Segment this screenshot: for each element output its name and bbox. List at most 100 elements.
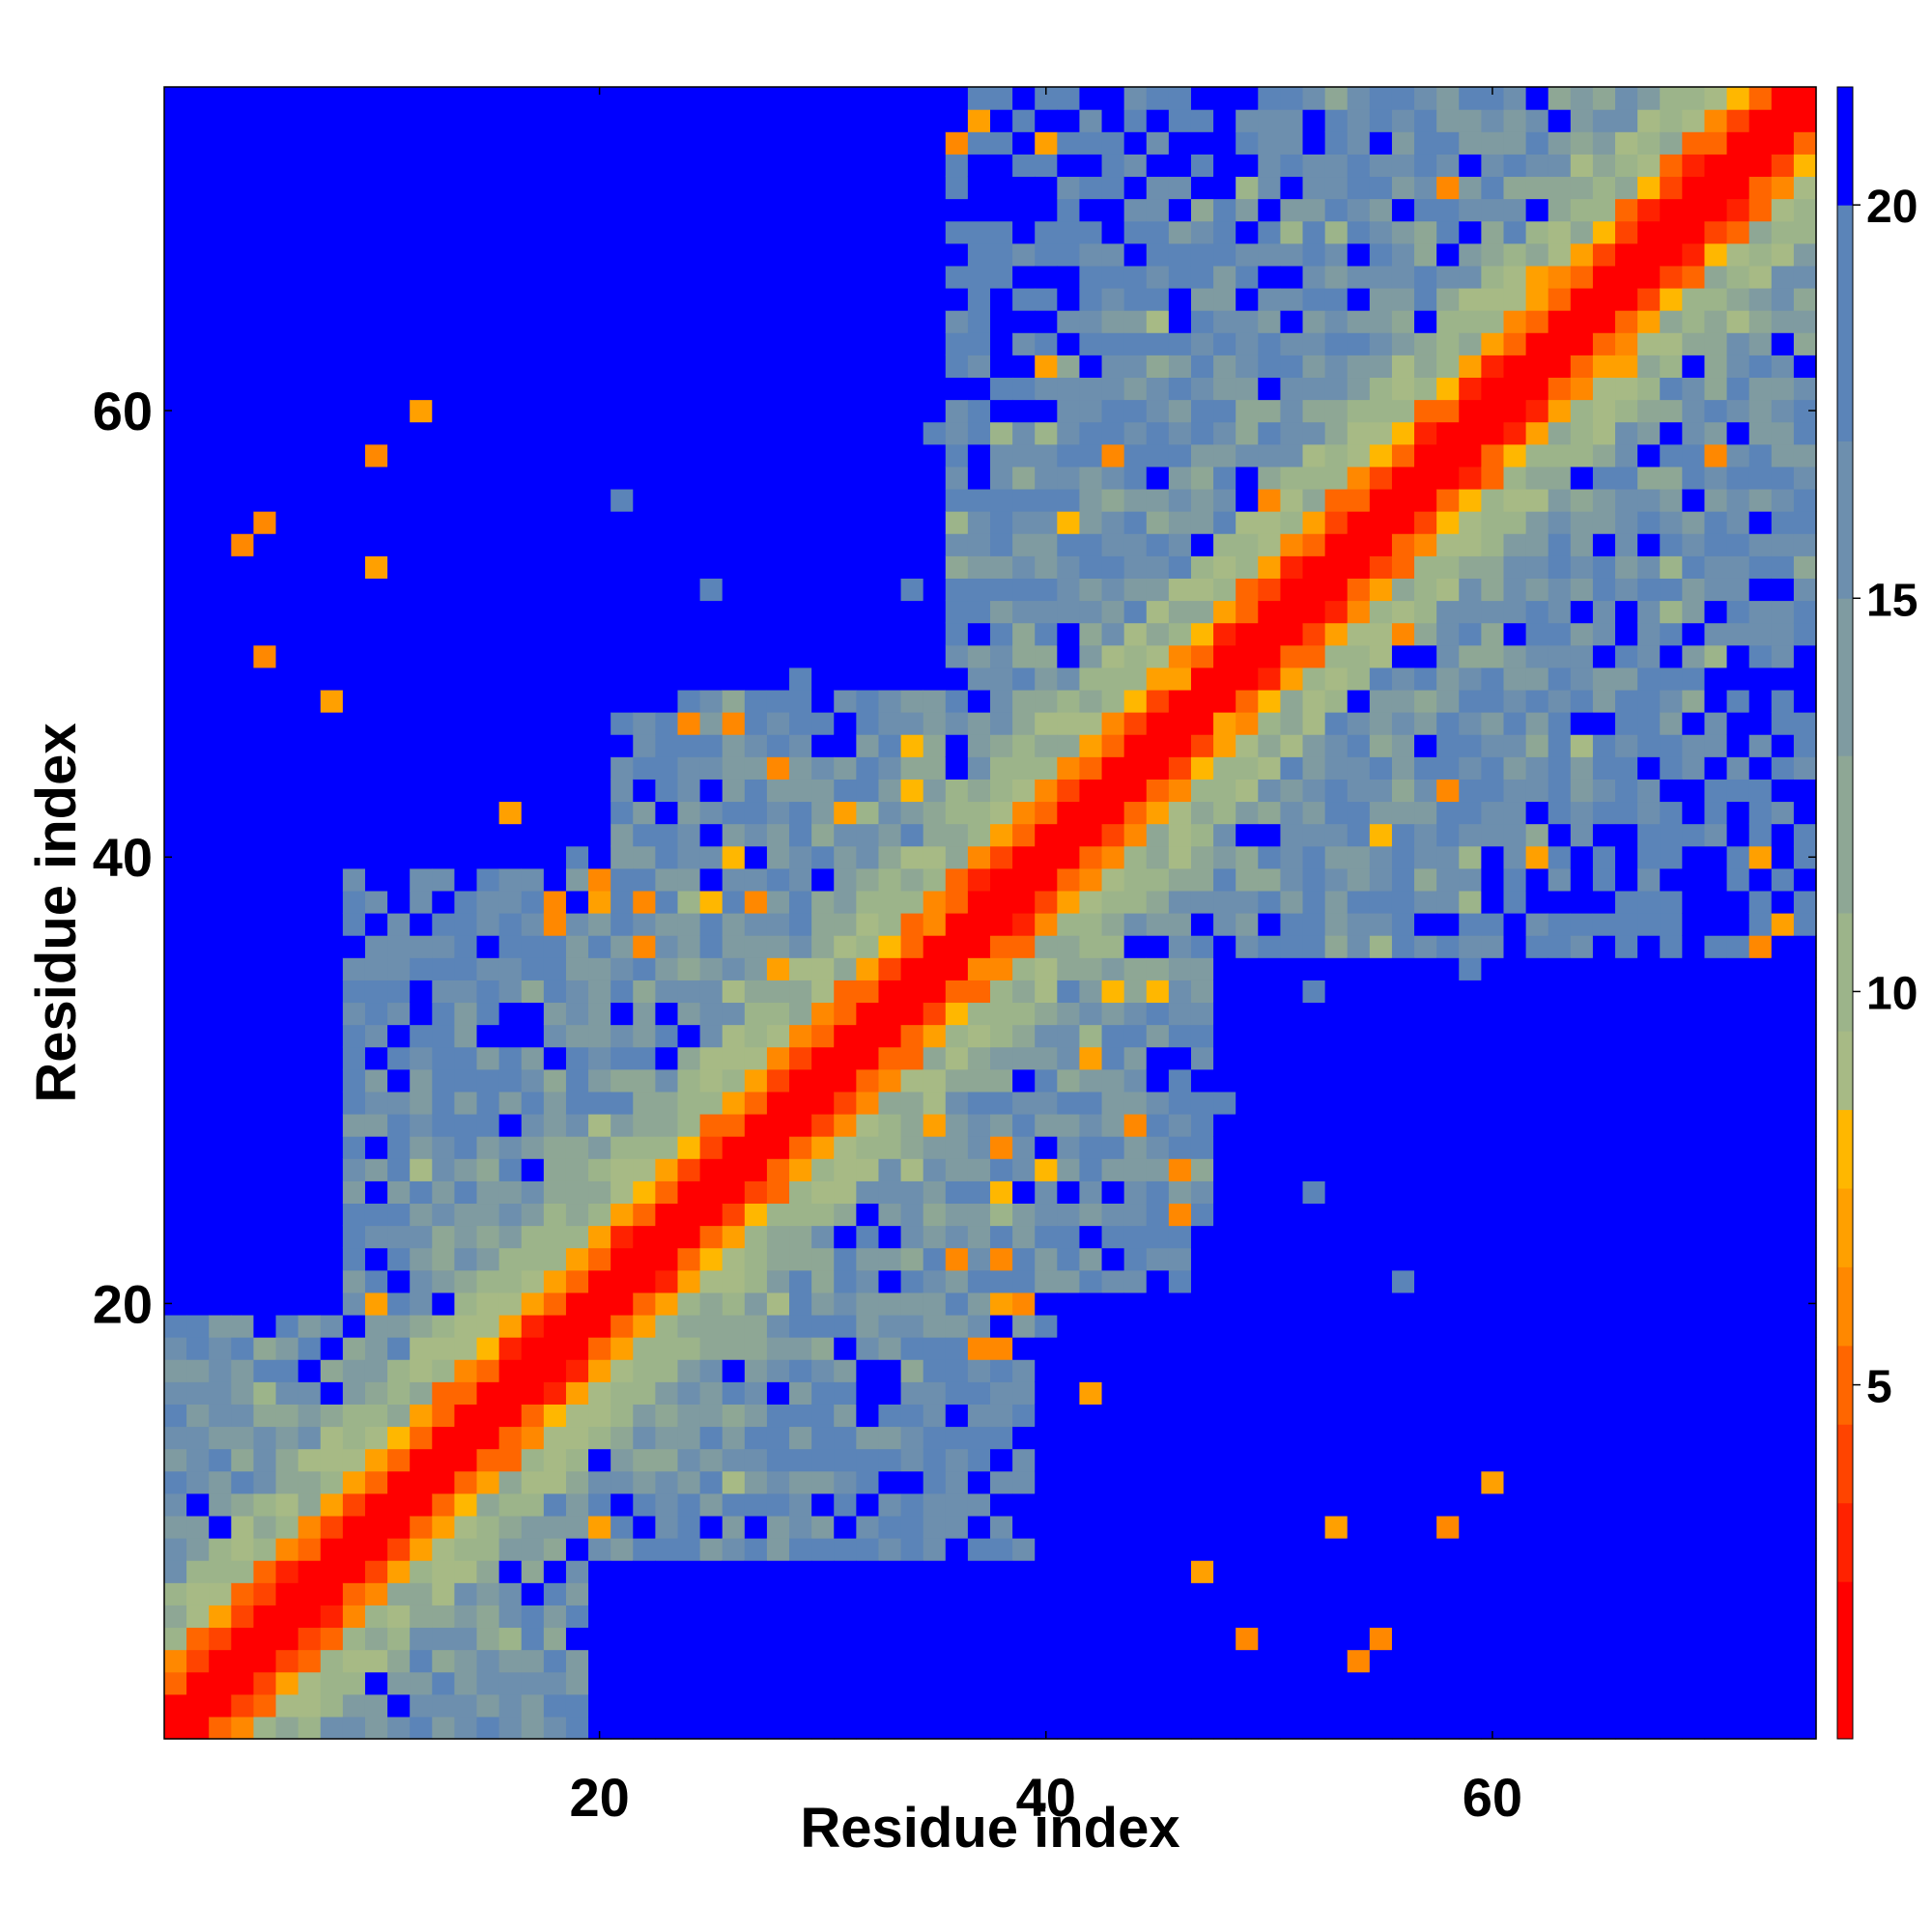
heatmap-cell — [432, 1671, 456, 1695]
heatmap-cell — [811, 1693, 835, 1718]
heatmap-cell — [900, 1180, 924, 1205]
heatmap-cell — [967, 1649, 991, 1673]
heatmap-cell — [1391, 131, 1415, 155]
heatmap-cell — [1414, 1269, 1437, 1293]
heatmap-cell — [588, 511, 611, 534]
heatmap-cell — [1213, 957, 1236, 980]
heatmap-cell — [1570, 1002, 1594, 1026]
heatmap-cell — [164, 756, 187, 780]
heatmap-cell — [1057, 913, 1081, 936]
heatmap-cell — [1503, 131, 1527, 155]
heatmap-cell — [611, 845, 634, 869]
heatmap-cell — [1347, 443, 1371, 468]
heatmap-cell — [1347, 1515, 1371, 1539]
heatmap-cell — [1637, 1448, 1661, 1472]
heatmap-cell — [1302, 377, 1326, 401]
heatmap-cell — [320, 1693, 344, 1718]
heatmap-cell — [1324, 399, 1349, 423]
heatmap-cell — [498, 332, 523, 355]
heatmap-cell — [655, 712, 679, 735]
heatmap-cell — [1347, 198, 1371, 222]
heatmap-cell — [543, 1203, 567, 1227]
heatmap-cell — [878, 913, 902, 936]
heatmap-cell — [1280, 980, 1304, 1004]
heatmap-cell — [1168, 1693, 1192, 1718]
heatmap-cell — [186, 1337, 210, 1360]
heatmap-cell — [923, 1292, 947, 1316]
heatmap-cell — [699, 1269, 724, 1293]
heatmap-cell — [766, 355, 790, 379]
heatmap-cell — [923, 355, 947, 379]
heatmap-cell — [699, 220, 724, 244]
heatmap-cell — [1101, 1649, 1125, 1673]
heatmap-cell — [164, 1091, 187, 1115]
heatmap-cell — [766, 1225, 790, 1249]
heatmap-cell — [1548, 712, 1572, 735]
heatmap-cell — [1414, 845, 1437, 869]
heatmap-cell — [1369, 600, 1393, 624]
heatmap-cell — [476, 1158, 500, 1181]
heatmap-cell — [1057, 511, 1081, 534]
heatmap-cell — [655, 287, 679, 311]
heatmap-cell — [476, 1337, 500, 1360]
heatmap-cell — [1213, 1269, 1236, 1293]
heatmap-cell — [342, 756, 366, 780]
heatmap-cell — [342, 533, 366, 556]
heatmap-cell — [1414, 712, 1437, 735]
heatmap-cell — [320, 1247, 344, 1271]
heatmap-cell — [1258, 1247, 1282, 1271]
heatmap-cell — [878, 242, 902, 267]
heatmap-cell — [945, 600, 969, 624]
heatmap-cell — [633, 1492, 656, 1517]
heatmap-cell — [834, 734, 857, 757]
heatmap-cell — [164, 1404, 187, 1428]
heatmap-cell — [1347, 1158, 1371, 1181]
heatmap-cell — [231, 377, 255, 401]
heatmap-cell — [1503, 1247, 1527, 1271]
heatmap-cell — [1258, 622, 1282, 646]
heatmap-cell — [498, 689, 523, 713]
heatmap-cell — [342, 1002, 366, 1026]
heatmap-cell — [454, 265, 478, 289]
heatmap-cell — [878, 555, 902, 579]
heatmap-cell — [275, 1671, 299, 1695]
heatmap-cell — [1101, 578, 1125, 602]
heatmap-cell — [476, 1448, 500, 1472]
heatmap-cell — [164, 377, 187, 401]
heatmap-cell — [633, 1381, 656, 1405]
heatmap-cell — [811, 511, 835, 534]
heatmap-cell — [1459, 488, 1482, 512]
heatmap-cell — [588, 533, 611, 556]
heatmap-cell — [923, 533, 947, 556]
heatmap-cell — [1459, 734, 1482, 757]
heatmap-cell — [1101, 890, 1125, 914]
heatmap-cell — [1012, 421, 1036, 445]
heatmap-cell — [1481, 957, 1505, 980]
heatmap-cell — [543, 600, 567, 624]
heatmap-cell — [1190, 109, 1214, 132]
heatmap-cell — [856, 689, 880, 713]
heatmap-cell — [1324, 533, 1349, 556]
heatmap-cell — [1347, 355, 1371, 379]
heatmap-cell — [1123, 377, 1148, 401]
heatmap-cell — [1324, 1068, 1349, 1093]
heatmap-cell — [655, 1492, 679, 1517]
heatmap-cell — [275, 734, 299, 757]
heatmap-cell — [1548, 1381, 1572, 1405]
heatmap-cell — [1637, 622, 1661, 646]
heatmap-cell — [1414, 1627, 1437, 1651]
heatmap-cell — [1123, 1180, 1148, 1205]
heatmap-cell — [677, 399, 701, 423]
heatmap-cell — [945, 533, 969, 556]
heatmap-cell — [1592, 131, 1616, 155]
heatmap-cell — [900, 377, 924, 401]
heatmap-cell — [588, 1671, 611, 1695]
heatmap-cell — [1035, 1359, 1058, 1382]
heatmap-cell — [454, 533, 478, 556]
heatmap-cell — [1236, 644, 1259, 668]
heatmap-cell — [1459, 1492, 1482, 1517]
heatmap-cell — [655, 801, 679, 825]
heatmap-cell — [967, 578, 991, 602]
heatmap-cell — [744, 220, 768, 244]
heatmap-cell — [1660, 1538, 1683, 1561]
